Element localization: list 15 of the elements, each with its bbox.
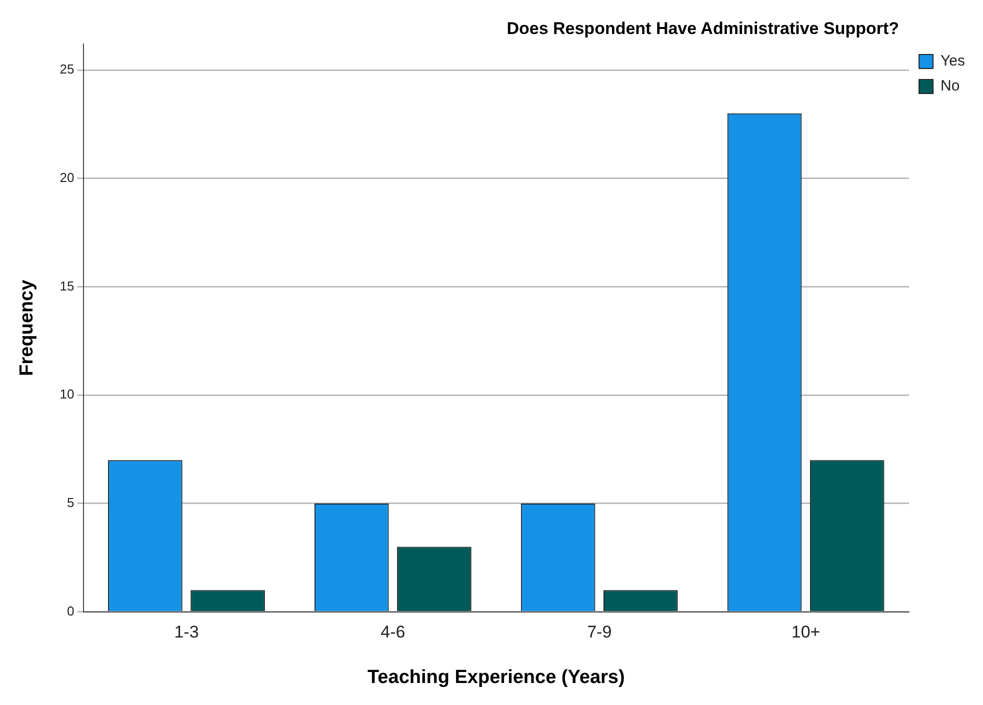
y-tick-label: 20: [60, 170, 74, 185]
legend-title: Does Respondent Have Administrative Support?: [506, 19, 900, 38]
y-tick-label: 0: [67, 603, 74, 618]
y-axis-title: Frequency: [16, 279, 38, 376]
y-tick-label: 5: [67, 495, 74, 510]
y-tick-label: 15: [60, 278, 74, 294]
x-tick-label: 4-6: [380, 622, 406, 642]
x-tick-label: 10+: [791, 622, 820, 642]
x-tick-label: 7-9: [587, 622, 612, 642]
y-tick-label: 25: [60, 62, 74, 77]
y-tick-label: 10: [60, 386, 74, 402]
legend-label: Yes: [940, 52, 966, 70]
x-axis-title: Teaching Experience (Years): [367, 666, 625, 688]
legend-label: No: [940, 78, 960, 95]
x-tick-label: 1-3: [174, 622, 199, 642]
